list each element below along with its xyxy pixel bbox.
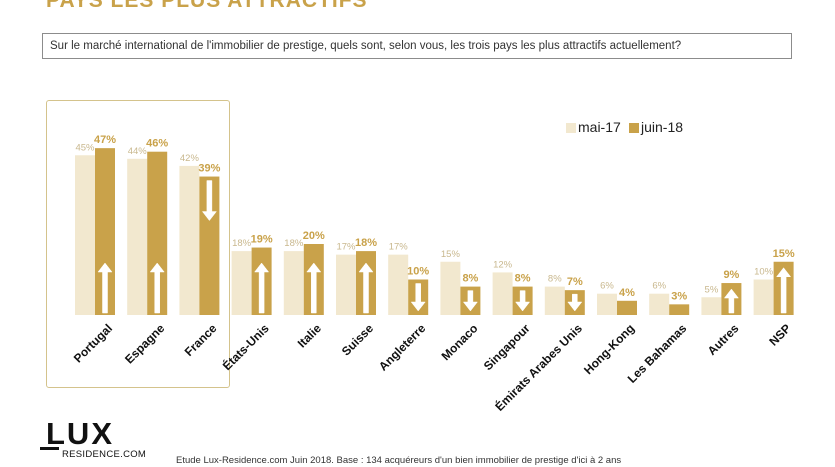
trend-arrow-down-icon xyxy=(515,290,531,312)
data-label-mai-17-monaco: 15% xyxy=(441,249,461,260)
logo-subtitle: RESIDENCE.COM xyxy=(62,449,147,460)
data-label-juin-18-monaco: 8% xyxy=(462,273,478,285)
data-label-juin-18-singapour: 8% xyxy=(515,273,531,285)
bar-mai-17-suisse xyxy=(336,254,356,315)
trend-arrow-up-icon xyxy=(723,288,739,314)
bar-juin-18-portugal xyxy=(95,148,115,315)
x-tick-label-portugal: Portugal xyxy=(71,321,115,365)
logo-underline xyxy=(40,447,59,450)
x-tick-label-italie: Italie xyxy=(295,321,324,350)
trend-arrow-up-icon xyxy=(358,262,374,314)
bar-mai-17-monaco xyxy=(440,261,461,315)
bar-juin-18-espagne xyxy=(147,151,168,315)
data-label-mai-17-emirats-arabes-unis: 8% xyxy=(548,274,562,285)
lux-residence-logo: LUX RESIDENCE.COM xyxy=(40,416,156,460)
x-tick-label-suisse: Suisse xyxy=(339,321,376,358)
footnote: Etude Lux-Residence.com Juin 2018. Base … xyxy=(176,455,622,466)
bar-mai-17-nsp xyxy=(753,279,774,315)
data-label-juin-18-france: 39% xyxy=(198,163,220,175)
trend-arrow-down-icon xyxy=(567,293,583,312)
data-label-juin-18-emirats-arabes-unis: 7% xyxy=(567,276,583,288)
trend-arrow-up-icon xyxy=(776,267,792,314)
data-label-juin-18-suisse: 18% xyxy=(355,237,377,249)
bar-juin-18-france xyxy=(199,176,220,315)
legend-label-juin-18: juin-18 xyxy=(641,119,684,135)
bar-mai-17-etats-unis xyxy=(231,251,252,315)
data-label-juin-18-angleterre: 10% xyxy=(407,266,429,278)
page-title: PAYS LES PLUS ATTRACTIFS xyxy=(46,0,368,12)
x-tick-label-angleterre: Angleterre xyxy=(376,321,429,374)
x-tick-label-france: France xyxy=(182,321,220,359)
data-label-mai-17-les-bahamas: 6% xyxy=(652,281,666,292)
data-label-mai-17-angleterre: 17% xyxy=(389,242,409,253)
trend-arrow-down-icon xyxy=(410,283,426,312)
data-label-mai-17-autres: 5% xyxy=(705,284,719,295)
trend-arrow-up-icon xyxy=(306,262,322,314)
bar-juin-18-hong-kong xyxy=(617,300,637,315)
trend-arrow-up-icon xyxy=(149,262,165,314)
data-label-juin-18-italie: 20% xyxy=(303,230,325,242)
bar-mai-17-singapour xyxy=(492,272,513,315)
question-box: Sur le marché international de l'immobil… xyxy=(42,33,792,59)
question-text: Sur le marché international de l'immobil… xyxy=(50,40,682,52)
data-label-juin-18-espagne: 46% xyxy=(146,138,168,150)
x-tick-label-espagne: Espagne xyxy=(122,321,167,366)
data-label-juin-18-nsp: 15% xyxy=(773,248,795,260)
bar-mai-17-les-bahamas xyxy=(649,293,670,315)
logo-mark: LUX xyxy=(46,416,114,451)
bar-mai-17-france xyxy=(179,165,200,315)
data-label-mai-17-portugal: 45% xyxy=(75,142,95,153)
trend-arrow-up-icon xyxy=(97,262,113,314)
bar-juin-18-les-bahamas xyxy=(669,304,690,315)
x-tick-label-monaco: Monaco xyxy=(439,321,481,363)
data-label-juin-18-hong-kong: 4% xyxy=(619,287,635,299)
data-label-juin-18-les-bahamas: 3% xyxy=(671,290,687,302)
x-tick-label-autres: Autres xyxy=(705,321,742,358)
bar-mai-17-hong-kong xyxy=(597,293,617,315)
legend-swatch-juin-18 xyxy=(629,123,639,133)
bar-mai-17-autres xyxy=(701,297,722,315)
data-label-mai-17-hong-kong: 6% xyxy=(600,281,614,292)
trend-arrow-down-icon xyxy=(462,290,478,312)
data-label-juin-18-autres: 9% xyxy=(723,269,739,281)
x-tick-label-nsp: NSP xyxy=(766,321,793,348)
bar-mai-17-espagne xyxy=(127,158,148,315)
data-label-mai-17-suisse: 17% xyxy=(336,242,356,253)
bar-mai-17-italie xyxy=(283,251,304,315)
data-label-mai-17-france: 42% xyxy=(180,153,200,164)
legend-item-mai-17: mai-17 xyxy=(566,119,621,135)
legend-item-juin-18: juin-18 xyxy=(629,119,683,135)
x-tick-label-etats-unis: États-Unis xyxy=(219,320,272,373)
x-tick-label-hong-kong: Hong-Kong xyxy=(581,321,637,377)
data-label-mai-17-etats-unis: 18% xyxy=(232,238,252,249)
data-label-mai-17-nsp: 10% xyxy=(754,267,774,278)
data-label-mai-17-italie: 18% xyxy=(284,238,304,249)
data-label-juin-18-portugal: 47% xyxy=(94,134,116,146)
legend-label-mai-17: mai-17 xyxy=(578,119,621,135)
data-label-mai-17-espagne: 44% xyxy=(128,146,148,157)
data-label-mai-17-singapour: 12% xyxy=(493,259,513,270)
x-tick-label-emirats-arabes-unis: Émirats Arabes Unis xyxy=(492,320,586,414)
data-label-juin-18-etats-unis: 19% xyxy=(251,234,273,246)
bar-mai-17-emirats-arabes-unis xyxy=(544,286,565,315)
trend-arrow-down-icon xyxy=(201,180,217,221)
legend-swatch-mai-17 xyxy=(566,123,576,133)
bar-mai-17-portugal xyxy=(75,155,95,315)
trend-arrow-up-icon xyxy=(254,262,270,314)
bar-mai-17-angleterre xyxy=(388,254,409,315)
top3-highlight-box xyxy=(46,100,230,388)
x-tick-label-singapour: Singapour xyxy=(481,321,533,373)
